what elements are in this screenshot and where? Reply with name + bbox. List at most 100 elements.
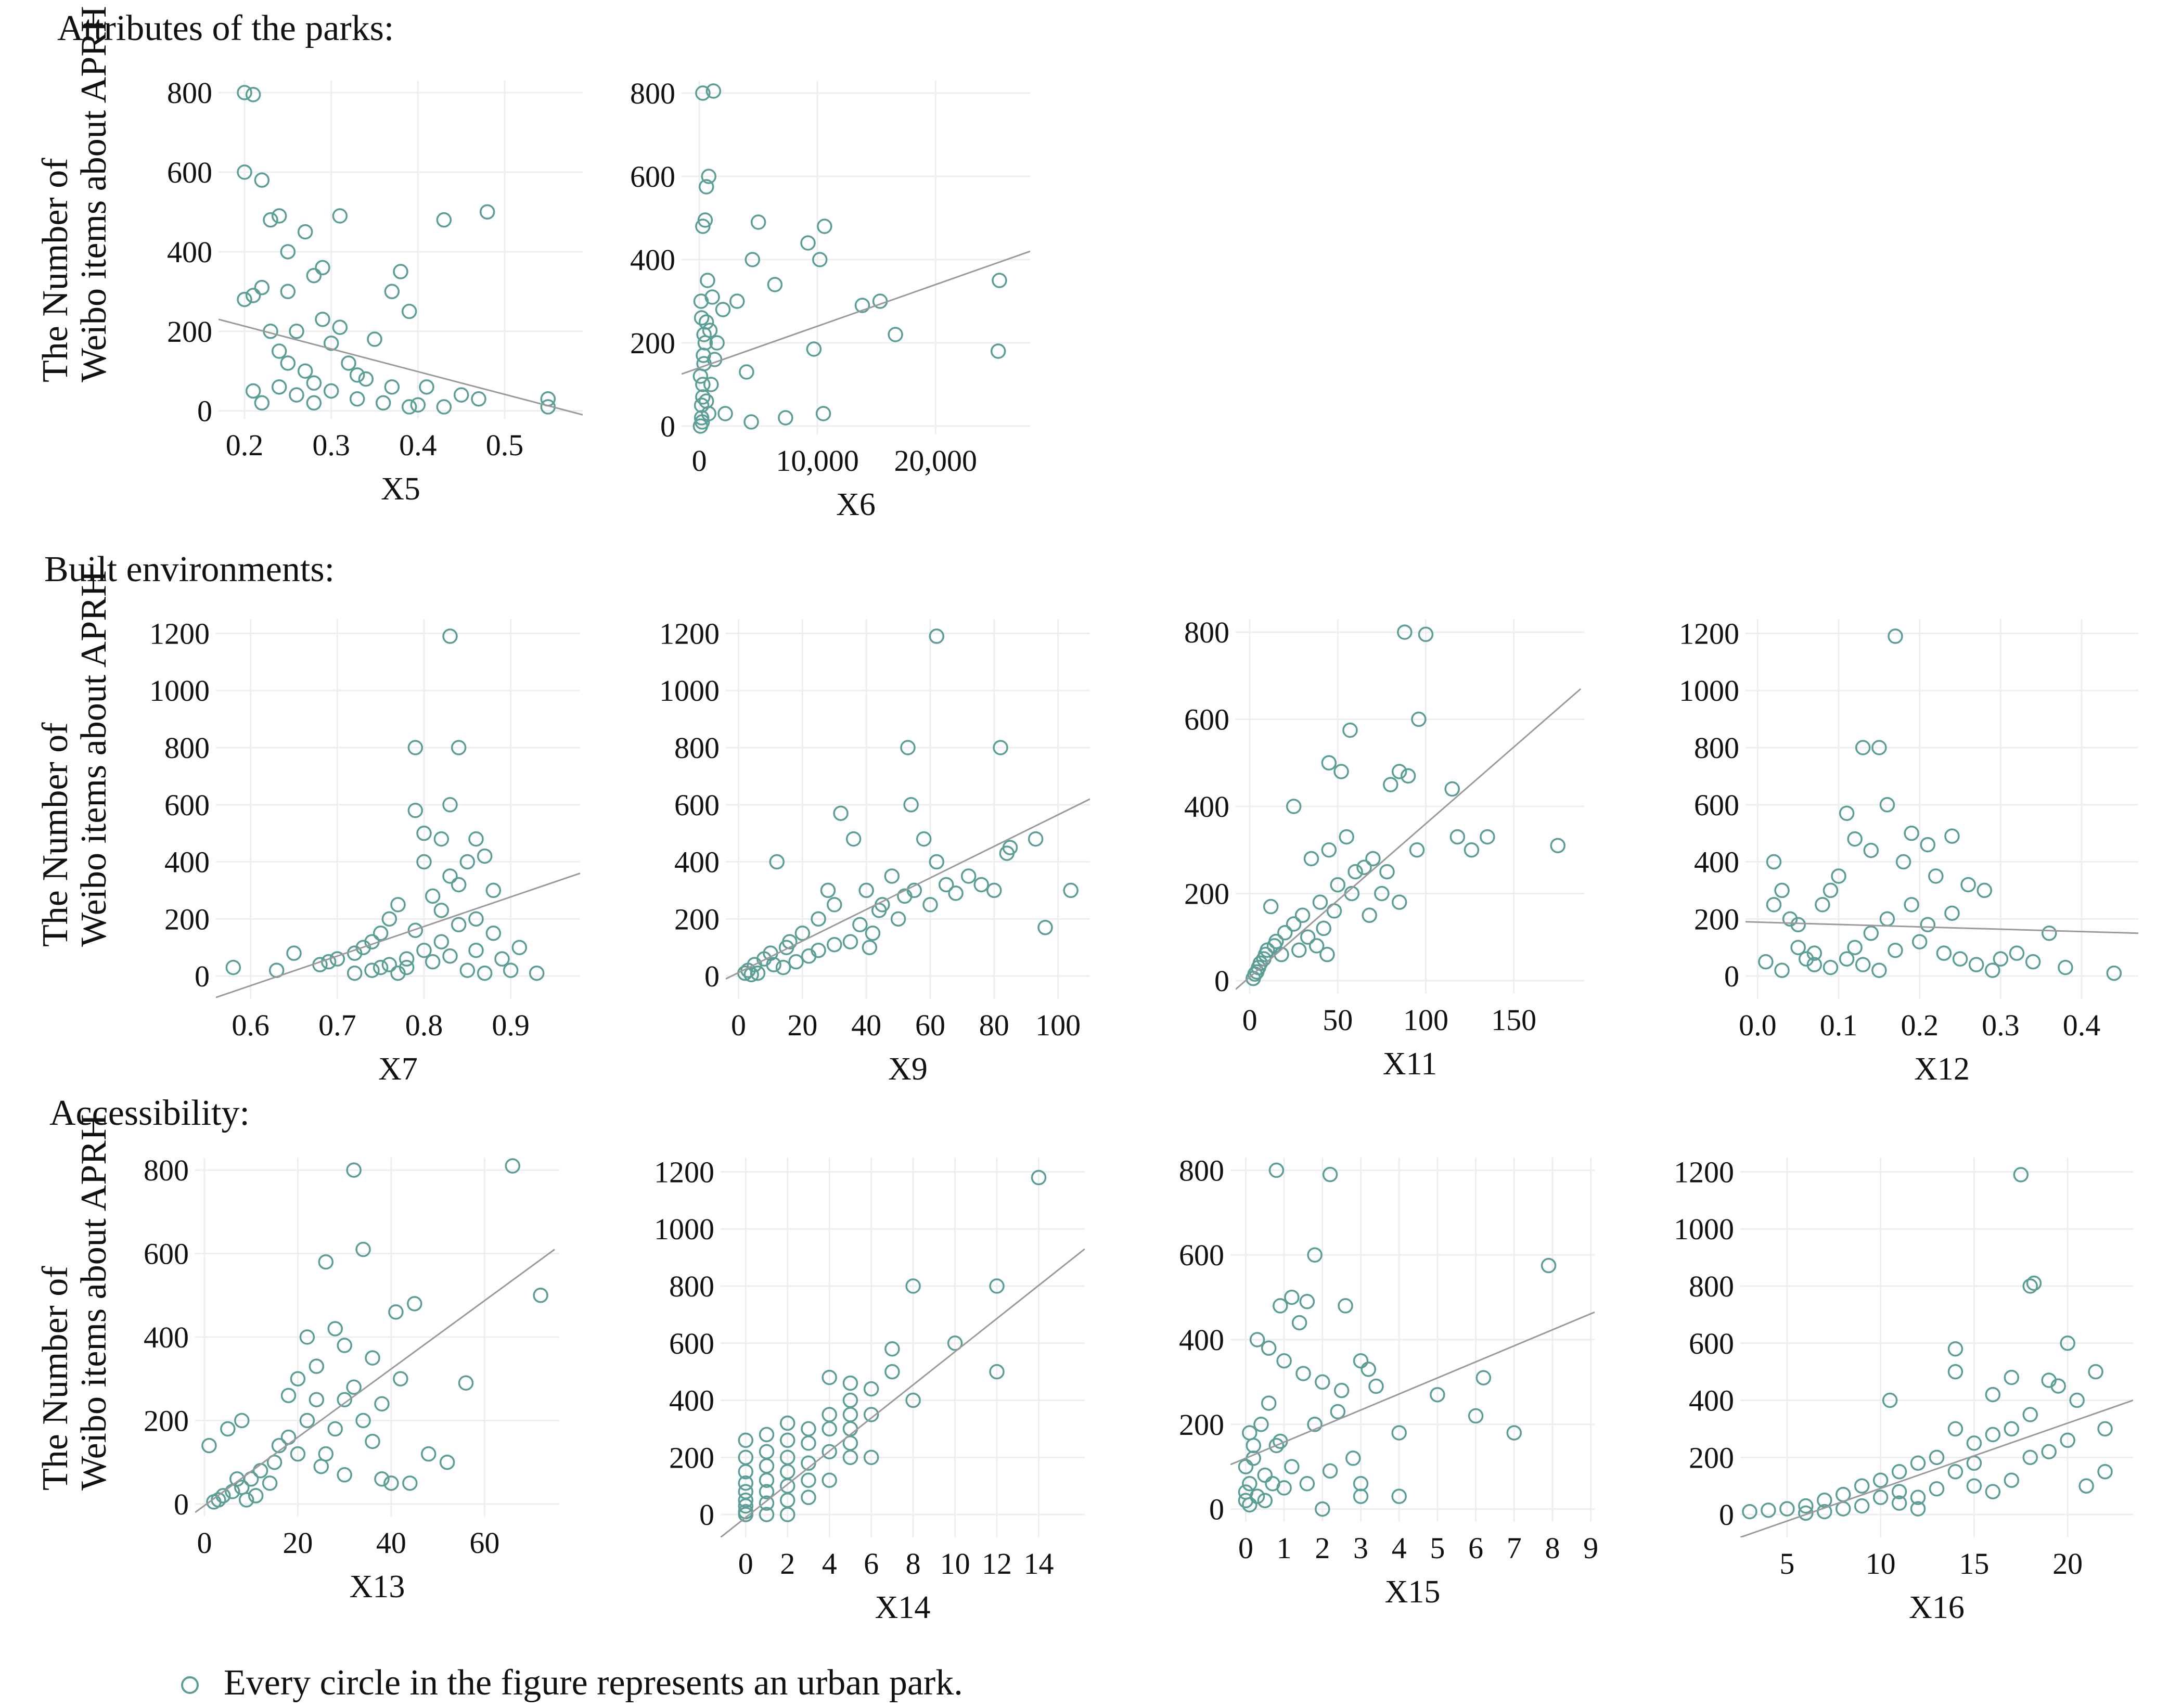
data-point	[1782, 911, 1798, 927]
y-tick-label: 800	[1184, 615, 1229, 649]
data-point	[820, 882, 836, 898]
data-point	[1411, 711, 1427, 727]
data-point	[738, 1498, 754, 1514]
data-point	[1409, 842, 1425, 858]
x-tick-label: 60	[469, 1526, 499, 1560]
legend-circle-icon	[181, 1676, 199, 1694]
data-point	[750, 214, 766, 230]
data-point	[393, 1371, 408, 1386]
data-point	[854, 298, 870, 313]
data-point	[453, 387, 469, 403]
section-title-attributes: Attributes of the parks:	[57, 8, 394, 48]
data-point	[271, 343, 287, 359]
data-point	[1506, 1425, 1522, 1441]
x-tick-label: 20	[283, 1526, 313, 1560]
data-point	[960, 868, 977, 884]
data-point	[973, 877, 989, 893]
x-tick-label: 0.7	[318, 1008, 356, 1042]
data-point	[419, 379, 434, 395]
data-point	[1303, 851, 1319, 867]
y-tick-label: 400	[669, 1384, 714, 1418]
data-point	[2025, 954, 2041, 970]
y-tick-label: 600	[1689, 1327, 1734, 1360]
data-point	[407, 922, 423, 939]
data-point	[410, 397, 426, 413]
data-point	[433, 903, 450, 918]
data-point	[842, 1375, 858, 1391]
data-point	[373, 959, 389, 975]
data-point	[1879, 797, 1895, 813]
data-point	[1806, 945, 1823, 961]
data-point	[759, 1484, 775, 1499]
x-axis-label: X11	[1383, 1046, 1437, 1082]
data-point	[407, 740, 423, 755]
data-point	[290, 1371, 306, 1386]
data-point	[738, 1432, 754, 1448]
data-point	[1839, 805, 1855, 821]
data-point	[990, 343, 1006, 359]
data-point	[1242, 1497, 1257, 1513]
data-point	[2004, 1369, 2020, 1385]
data-point	[779, 1432, 795, 1448]
x-tick-label: 0.4	[2063, 1008, 2101, 1042]
data-point	[1315, 1374, 1330, 1390]
y-tick-label: 0	[1724, 959, 1739, 993]
x-tick-label: 0	[197, 1526, 212, 1560]
data-point	[1985, 1386, 2001, 1403]
data-point	[2088, 1364, 2103, 1380]
y-tick-label: 600	[1694, 788, 1739, 822]
data-point	[2022, 1278, 2038, 1294]
data-point	[1374, 885, 1390, 902]
data-point	[1315, 1501, 1330, 1517]
x-tick-label: 80	[979, 1008, 1009, 1042]
data-point	[2050, 1378, 2066, 1394]
data-point	[1910, 1501, 1926, 1517]
data-point	[1891, 1484, 1907, 1499]
x-tick-label: 0.1	[1820, 1008, 1858, 1042]
y-tick-label: 800	[630, 76, 675, 110]
y-tick-label: 400	[1689, 1384, 1734, 1418]
data-point	[306, 375, 322, 391]
y-tick-label: 400	[1694, 845, 1739, 879]
data-point	[245, 383, 261, 399]
data-point	[811, 942, 826, 958]
data-point	[986, 882, 1002, 898]
y-tick-label: 400	[1184, 790, 1229, 824]
trend-line	[1230, 1311, 1595, 1466]
y-tick-label: 600	[167, 156, 212, 189]
data-point	[355, 1241, 371, 1257]
data-point	[1993, 951, 2009, 967]
data-point	[271, 208, 287, 224]
scatter-panel-x5: 0.2 0.3 0.4 0.5 0 200 400 600 800 X5	[167, 76, 583, 507]
data-point	[2004, 1421, 2020, 1437]
data-point	[1966, 1435, 1982, 1451]
data-point	[1418, 626, 1434, 643]
data-point	[1249, 1332, 1265, 1347]
data-point	[337, 1338, 352, 1353]
data-point	[1985, 962, 2000, 978]
x-axis-label: X6	[836, 487, 876, 522]
data-point	[692, 368, 709, 384]
data-point	[1383, 777, 1398, 792]
data-point	[433, 934, 450, 949]
data-point	[827, 936, 842, 953]
data-point	[2060, 1432, 2075, 1448]
data-point	[237, 85, 252, 100]
data-point	[346, 965, 363, 981]
data-point	[1928, 868, 1944, 884]
data-point	[201, 1437, 217, 1454]
y-tick-label: 0	[1719, 1498, 1734, 1532]
trend-line	[1236, 688, 1582, 990]
data-point	[900, 740, 916, 755]
x-axis-label: X5	[381, 471, 420, 507]
data-point	[767, 277, 783, 292]
data-point	[299, 1412, 315, 1429]
data-point	[401, 399, 417, 415]
data-point	[399, 951, 415, 967]
data-point	[1944, 905, 1960, 921]
data-point	[263, 212, 278, 228]
data-point	[1871, 962, 1887, 978]
y-tick-label: 800	[164, 731, 210, 765]
data-point	[788, 954, 804, 970]
